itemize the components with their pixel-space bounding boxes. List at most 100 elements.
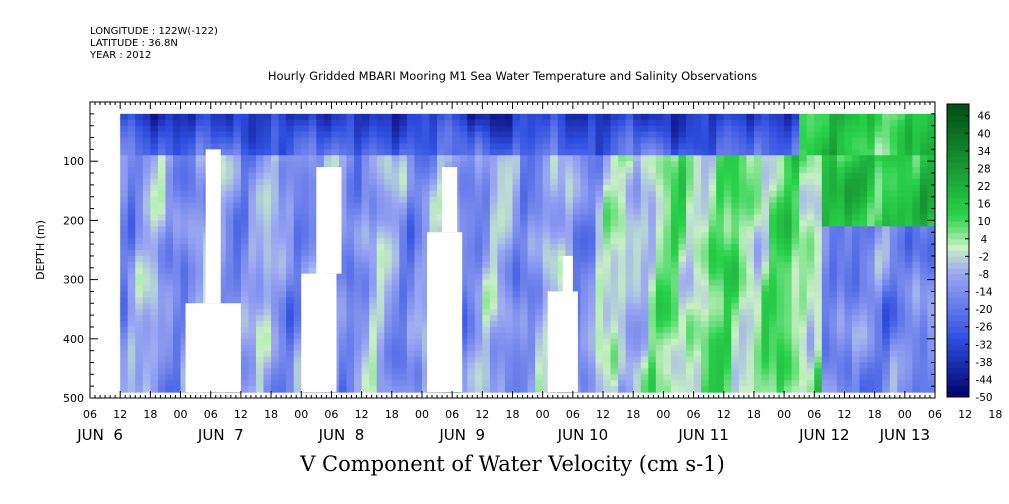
heatmap-cell [897, 208, 906, 216]
heatmap-cell [278, 244, 287, 251]
heatmap-cell [648, 255, 657, 263]
heatmap-cell [248, 279, 257, 287]
heatmap-cell [497, 238, 506, 245]
heatmap-cell [769, 279, 778, 287]
heatmap-cell [308, 250, 317, 257]
heatmap-cell [150, 380, 159, 387]
heatmap-cell [248, 291, 257, 298]
heatmap-cell [618, 113, 627, 121]
heatmap-cell [512, 273, 521, 281]
heatmap-cell [384, 131, 393, 139]
heatmap-cell [489, 131, 499, 139]
heatmap-cell [852, 167, 861, 174]
heatmap-cell [761, 208, 770, 216]
heatmap-cell [693, 380, 702, 387]
heatmap-cell [904, 321, 913, 328]
heatmap-cell [497, 255, 506, 263]
heatmap-cell [354, 321, 363, 328]
heatmap-cell [897, 315, 906, 322]
heatmap-cell [670, 332, 680, 340]
heatmap-cell [406, 178, 416, 186]
heatmap-cell [354, 232, 363, 239]
heatmap-cell [195, 202, 204, 210]
heatmap-cell [323, 143, 333, 150]
heatmap-cell [640, 232, 649, 239]
heatmap-cell [633, 226, 642, 233]
heatmap-cell [255, 184, 265, 192]
heatmap-cell [625, 255, 634, 263]
heatmap-cell [369, 167, 378, 174]
heatmap-cell [218, 238, 227, 245]
heatmap-cell [610, 173, 619, 180]
heatmap-cell [836, 178, 846, 186]
heatmap-cell [263, 202, 272, 210]
heatmap-cell [610, 232, 619, 239]
heatmap-cell [180, 184, 189, 192]
heatmap-cell [618, 149, 627, 156]
heatmap-cell [550, 119, 559, 127]
heatmap-cell [587, 303, 597, 310]
heatmap-cell [271, 374, 280, 381]
heatmap-cell [286, 232, 295, 239]
heatmap-cell [603, 350, 612, 358]
heatmap-cell [550, 173, 559, 180]
heatmap-cell [354, 131, 363, 139]
heatmap-cell [120, 202, 129, 210]
heatmap-cell [648, 232, 657, 239]
heatmap-cell [527, 267, 536, 275]
heatmap-cell [414, 326, 423, 334]
heatmap-cell [603, 291, 612, 298]
heatmap-cell [859, 344, 868, 352]
heatmap-cell [874, 386, 883, 393]
heatmap-cell [278, 167, 287, 174]
heatmap-cell [852, 362, 861, 369]
heatmap-cell [829, 149, 838, 156]
heatmap-cell [218, 250, 227, 257]
heatmap-cell [301, 255, 310, 263]
heatmap-cell [829, 380, 838, 387]
heatmap-cell [157, 350, 167, 358]
heatmap-cell [738, 220, 747, 227]
heatmap-cell [497, 178, 506, 186]
heatmap-cell [791, 125, 800, 133]
heatmap-cell [708, 326, 717, 334]
heatmap-cell [218, 137, 227, 145]
heatmap-cell [686, 374, 695, 381]
heatmap-cell [565, 208, 574, 216]
heatmap-cell [218, 173, 227, 180]
heatmap-cell [406, 238, 416, 245]
heatmap-cell [897, 356, 906, 364]
heatmap-cell [686, 344, 695, 352]
heatmap-cell [618, 291, 627, 298]
heatmap-cell [859, 131, 868, 139]
heatmap-cell [127, 374, 136, 381]
heatmap-cell [550, 137, 559, 145]
heatmap-cell [889, 220, 898, 227]
heatmap-cell [738, 350, 747, 358]
heatmap-cell [663, 279, 672, 287]
heatmap-cell [550, 214, 559, 221]
heatmap-cell [806, 214, 815, 221]
heatmap-cell [814, 131, 823, 139]
heatmap-cell [406, 350, 416, 358]
heatmap-cell [836, 255, 846, 263]
heatmap-cell [233, 137, 242, 145]
heatmap-cell [580, 267, 589, 275]
heatmap-cell [723, 386, 732, 393]
heatmap-cell [474, 291, 483, 298]
heatmap-cell [897, 137, 906, 145]
metadata-block: LONGITUDE : 122W(-122) LATITUDE : 36.8N … [90, 26, 218, 62]
heatmap-cell [467, 368, 476, 375]
heatmap-cell [610, 202, 619, 210]
heatmap-cell [912, 149, 921, 156]
heatmap-cell [271, 161, 280, 168]
heatmap-cell [520, 315, 529, 322]
heatmap-cell [384, 261, 393, 269]
heatmap-cell [640, 250, 649, 257]
heatmap-cell [188, 267, 197, 275]
heatmap-cell [912, 178, 921, 186]
heatmap-cell [301, 196, 310, 204]
heatmap-cell [444, 119, 453, 127]
heatmap-cell [829, 255, 838, 263]
heatmap-cell [135, 155, 144, 162]
